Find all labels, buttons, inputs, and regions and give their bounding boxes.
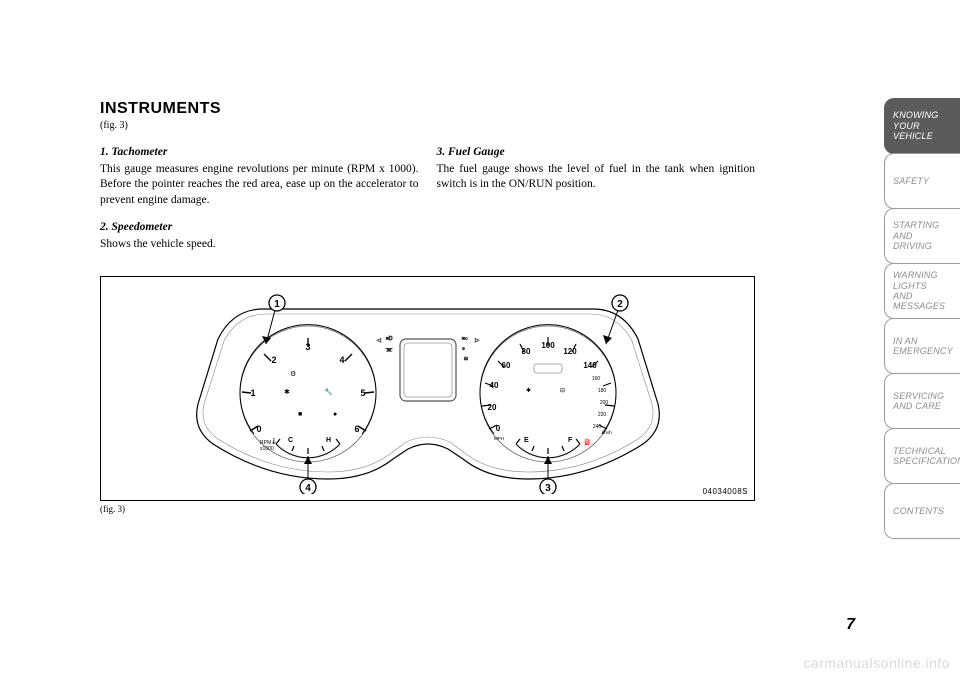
instrument-cluster-svg: ◄ ≡D ᚘ ► ≡● ◑ ω 0 [148, 284, 708, 494]
tach-tick-5: 5 [360, 388, 365, 398]
mph-80: 80 [521, 347, 530, 356]
temp-icon: 🌡 [270, 437, 278, 445]
tab-safety[interactable]: SAFETY [884, 153, 960, 209]
kmh-180: 180 [597, 388, 606, 394]
kmh-220: 220 [597, 412, 606, 418]
page-heading: INSTRUMENTS [100, 100, 755, 118]
callout-4: 4 [305, 483, 311, 494]
fuel-empty: E [524, 437, 529, 444]
mph-label: MPH [494, 436, 504, 441]
callout-1: 1 [274, 299, 280, 310]
tach-tick-2: 2 [271, 355, 276, 365]
tach-tick-0: 0 [256, 424, 261, 434]
tab-knowing-vehicle[interactable]: KNOWINGYOURVEHICLE [884, 98, 960, 154]
dot-icon: ● [333, 411, 337, 418]
highbeam-icon: ≡● [462, 336, 468, 342]
fog-icon: ᚘ [385, 346, 393, 352]
side-tabs: KNOWINGYOURVEHICLE SAFETY STARTINGANDDRI… [884, 98, 960, 538]
tab-servicing[interactable]: SERVICINGAND CARE [884, 373, 960, 429]
right-column: 3. Fuel Gauge The fuel gauge shows the l… [437, 145, 756, 264]
glow-icon: ω [464, 356, 468, 362]
item-title: 1. Tachometer [100, 145, 419, 161]
text-columns: 1. Tachometer This gauge measures engine… [100, 145, 755, 264]
item-body: This gauge measures engine revolutions p… [100, 162, 419, 209]
tab-warning-lights[interactable]: WARNINGLIGHTSANDMESSAGES [884, 263, 960, 319]
watermark: carmanualsonline.info [803, 655, 950, 671]
tach-tick-6: 6 [354, 424, 359, 434]
callout-2: 2 [617, 299, 623, 310]
tab-starting-driving[interactable]: STARTINGANDDRIVING [884, 208, 960, 264]
battery-icon: ⊟ [560, 388, 565, 394]
kmh-160: 160 [591, 376, 600, 382]
airbag-icon: ✱ [284, 388, 290, 396]
cruise-icon: ◑ [462, 346, 465, 352]
mph-140: 140 [583, 361, 597, 370]
kmh-label: km/h [602, 430, 612, 435]
tach-tick-1: 1 [250, 388, 255, 398]
engine-icon: ⚙ [290, 370, 296, 378]
turn-right-icon: ► [474, 338, 480, 344]
mph-120: 120 [563, 347, 577, 356]
tab-contents[interactable]: CONTENTS [884, 483, 960, 539]
tab-technical-specs[interactable]: TECHNICALSPECIFICATIONS [884, 428, 960, 484]
seatbelt-icon: ✱ [526, 387, 531, 394]
warning-icon: ■ [298, 411, 302, 418]
left-column: 1. Tachometer This gauge measures engine… [100, 145, 419, 264]
item-fuel-gauge: 3. Fuel Gauge The fuel gauge shows the l… [437, 145, 756, 193]
temp-hot: H [326, 437, 331, 444]
callout-3: 3 [545, 483, 551, 494]
tab-emergency[interactable]: IN ANEMERGENCY [884, 318, 960, 374]
item-body: The fuel gauge shows the level of fuel i… [437, 162, 756, 193]
figure-image-id: 04034008S [703, 487, 748, 496]
temp-cold: C [288, 437, 293, 444]
oil-icon: 🔧 [324, 387, 333, 396]
tach-unit-2: x1000 [260, 446, 274, 452]
item-speedometer: 2. Speedometer Shows the vehicle speed. [100, 220, 419, 252]
mph-20: 20 [487, 403, 496, 412]
headlight-icon: ≡D [386, 336, 393, 342]
fuel-full: F [568, 437, 573, 444]
turn-left-icon: ◄ [376, 338, 382, 344]
item-title: 2. Speedometer [100, 220, 419, 236]
figure-caption: (fig. 3) [100, 504, 755, 514]
figure-reference: (fig. 3) [100, 120, 755, 131]
item-title: 3. Fuel Gauge [437, 145, 756, 161]
item-tachometer: 1. Tachometer This gauge measures engine… [100, 145, 419, 208]
instrument-cluster-figure: ◄ ≡D ᚘ ► ≡● ◑ ω 0 [100, 276, 755, 501]
page-number: 7 [846, 616, 855, 634]
fuel-pump-icon: ⛽ [584, 438, 592, 446]
tach-tick-4: 4 [339, 355, 344, 365]
item-body: Shows the vehicle speed. [100, 237, 419, 253]
